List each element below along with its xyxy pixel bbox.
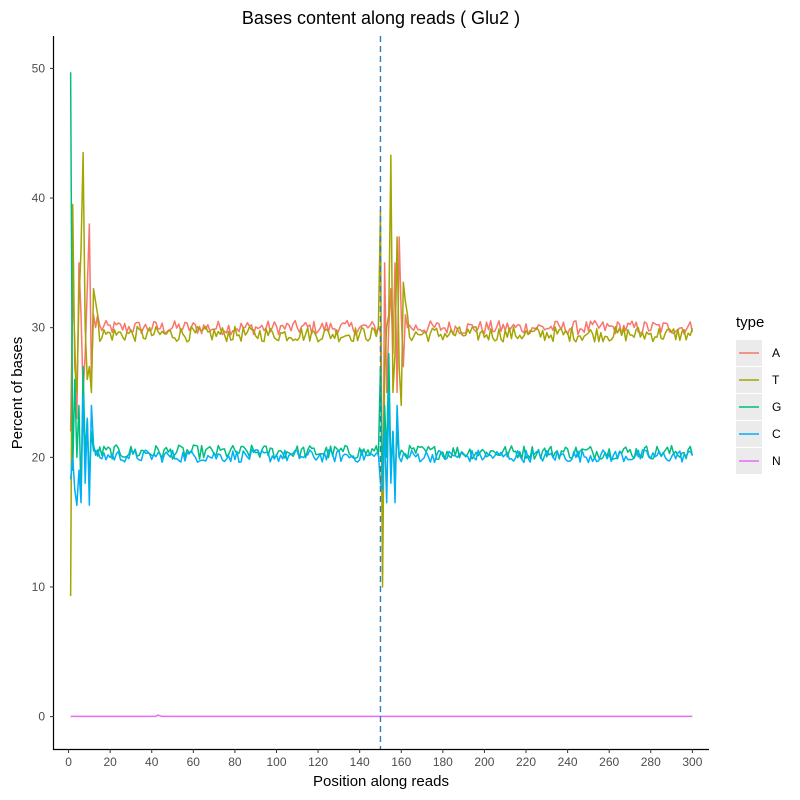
x-axis-ticks: 0 20 40 60 80 100 120 140 160 180 200 220 240 260 280 3… <box>65 749 703 769</box>
legend-label: N <box>772 454 781 468</box>
x-tick-label: 260 <box>599 755 619 769</box>
x-tick-label: 100 <box>266 755 286 769</box>
x-tick-label: 20 <box>103 755 117 769</box>
x-tick-label: 0 <box>65 755 72 769</box>
y-tick-label: 30 <box>32 321 46 335</box>
legend-label: C <box>772 427 781 441</box>
series-line-T <box>69 151 694 597</box>
x-tick-label: 300 <box>682 755 702 769</box>
x-axis-title: Position along reads <box>313 773 449 790</box>
x-tick-label: 240 <box>558 755 578 769</box>
series-line-C <box>69 391 694 507</box>
y-tick-label: 20 <box>32 450 46 464</box>
x-tick-label: 140 <box>350 755 370 769</box>
legend-title: type <box>736 314 764 331</box>
legend-label: T <box>772 373 780 387</box>
legend-label: A <box>772 346 780 360</box>
legend-label: G <box>772 400 781 414</box>
x-tick-label: 220 <box>516 755 536 769</box>
y-tick-label: 40 <box>32 191 46 205</box>
x-tick-label: 200 <box>474 755 494 769</box>
plot-panel <box>69 36 694 749</box>
y-axis-title: Percent of bases <box>9 337 26 450</box>
x-tick-label: 280 <box>641 755 661 769</box>
y-tick-label: 10 <box>32 580 46 594</box>
chart-title: Bases content along reads ( Glu2 ) <box>242 8 520 28</box>
y-tick-label: 0 <box>38 710 45 724</box>
x-tick-label: 80 <box>228 755 242 769</box>
y-axis-ticks: 0 10 20 30 40 50 <box>32 61 54 724</box>
x-tick-label: 40 <box>145 755 159 769</box>
y-tick-label: 50 <box>32 61 46 75</box>
x-tick-label: 160 <box>391 755 411 769</box>
x-tick-label: 180 <box>433 755 453 769</box>
series-line-N <box>70 714 693 718</box>
x-tick-label: 60 <box>187 755 201 769</box>
x-tick-label: 120 <box>308 755 328 769</box>
